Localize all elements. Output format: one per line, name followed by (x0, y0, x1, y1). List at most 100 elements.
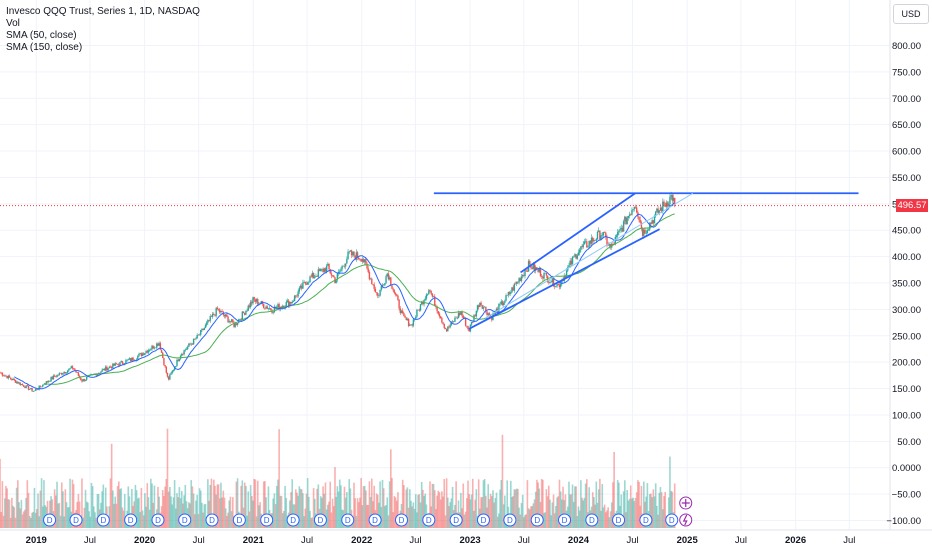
volume-bar (0, 458, 1, 528)
dividend-marker[interactable]: D (205, 513, 219, 527)
candle (247, 304, 249, 312)
time-tick-label: Jul (843, 535, 855, 546)
candle (369, 277, 372, 280)
volume-bar (468, 494, 471, 528)
dividend-marker[interactable]: D (665, 513, 679, 527)
dividend-marker[interactable]: D (449, 513, 463, 527)
volume-bar (509, 480, 512, 528)
volume-bar (382, 488, 385, 528)
dividend-marker[interactable]: D (96, 513, 110, 527)
add-event-icon[interactable] (679, 496, 693, 510)
volume-bar (485, 495, 487, 528)
dividend-marker[interactable]: D (124, 513, 138, 527)
volume-bar (267, 486, 270, 528)
candle (520, 274, 523, 283)
volume-bar (71, 479, 74, 528)
time-axis[interactable]: 2019 Jul 2020 Jul 2021 Jul 2022 Jul 2023 Jul 2024 J… (26, 535, 856, 546)
candle (320, 268, 322, 272)
candle (52, 374, 55, 380)
candle (1, 372, 4, 377)
dividend-marker[interactable]: D (286, 513, 300, 527)
volume-bar (40, 478, 43, 528)
trendline[interactable] (484, 192, 694, 319)
dividend-marker[interactable]: D (69, 513, 83, 527)
candle (412, 317, 415, 328)
time-tick-label: 2022 (351, 535, 372, 546)
volume-indicator-label[interactable]: Vol (6, 18, 20, 29)
volume-bar (645, 496, 647, 528)
dividend-marker[interactable]: D (368, 513, 382, 527)
price-axis[interactable]: 800.00750.00700.00650.00600.00550.00500.… (886, 41, 921, 527)
volume-bar (656, 505, 658, 528)
volume-bar (544, 512, 547, 528)
sma-150-label[interactable]: SMA (150, close) (6, 42, 83, 53)
lightning-icon[interactable] (679, 513, 693, 527)
candle (584, 238, 587, 244)
volume-bar (91, 486, 94, 528)
dividend-marker[interactable]: D (151, 513, 165, 527)
sma-50-line (14, 202, 675, 390)
volume-bar (3, 498, 6, 528)
dividend-marker[interactable]: D (503, 513, 517, 527)
volume-bar (346, 492, 348, 528)
volume-bar (407, 507, 410, 528)
trendline[interactable] (468, 228, 660, 330)
volume-bar (474, 499, 476, 528)
volume-bar (577, 506, 580, 528)
svg-text:D: D (318, 516, 324, 525)
volume-bar (224, 508, 227, 528)
volume-bar (117, 481, 120, 528)
volume-bar (170, 496, 172, 528)
dividend-marker[interactable]: D (612, 513, 626, 527)
dividend-marker[interactable]: D (232, 513, 246, 527)
dividend-marker[interactable]: D (313, 513, 327, 527)
candle (356, 250, 359, 261)
dividend-marker[interactable]: D (260, 513, 274, 527)
dividend-marker[interactable]: D (476, 513, 490, 527)
dividend-marker[interactable]: D (178, 513, 192, 527)
volume-bar (437, 490, 440, 528)
volume-bar (60, 482, 63, 528)
volume-bar (123, 493, 126, 528)
candle (201, 328, 203, 332)
candle (129, 357, 132, 363)
trendline[interactable] (520, 192, 636, 274)
sma-50-label[interactable]: SMA (50, close) (6, 30, 77, 41)
candle (674, 197, 676, 208)
currency-button[interactable]: USD (893, 4, 929, 24)
volume-bar (5, 485, 7, 528)
dividend-marker[interactable]: D (639, 513, 653, 527)
volume-bar (557, 496, 560, 528)
candle (289, 301, 291, 308)
candle (305, 281, 308, 285)
dividend-marker[interactable]: D (530, 513, 544, 527)
volume-bar (365, 490, 367, 528)
candle (380, 285, 383, 292)
candle (580, 246, 582, 253)
candle (441, 316, 443, 324)
volume-bar (375, 493, 378, 528)
dividend-marker[interactable]: D (341, 513, 355, 527)
dividend-marker[interactable]: D (394, 513, 408, 527)
candle (224, 313, 227, 319)
dividend-marker[interactable]: D (585, 513, 599, 527)
volume-bar (643, 481, 645, 528)
candle (194, 338, 196, 340)
candle (428, 288, 430, 295)
dividend-marker[interactable]: D (558, 513, 572, 527)
candle (175, 366, 177, 368)
volume-bar (77, 493, 80, 528)
dividend-marker[interactable]: D (43, 513, 57, 527)
symbol-title[interactable]: Invesco QQQ Trust, Series 1, 1D, NASDAQ (6, 6, 200, 17)
volume-bar (413, 508, 416, 528)
candle (506, 295, 508, 296)
volume-bar (201, 502, 203, 528)
volume-bar (32, 511, 35, 528)
candle (249, 299, 252, 309)
volume-bar (397, 492, 399, 528)
volume-bar (362, 486, 365, 528)
dividend-marker[interactable]: D (422, 513, 436, 527)
candle (50, 376, 52, 382)
